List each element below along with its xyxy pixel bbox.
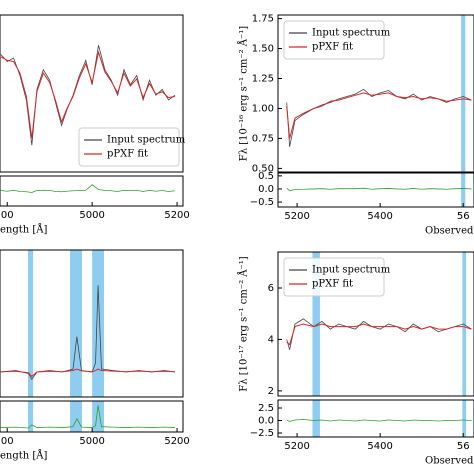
y-tick-label: 0.75 bbox=[252, 133, 274, 144]
x-tick-label: 00 bbox=[1, 210, 14, 221]
masked-band bbox=[462, 252, 467, 396]
x-axis-label: ength [Å] bbox=[0, 450, 48, 462]
spectrum-line bbox=[286, 419, 472, 422]
masked-band bbox=[462, 400, 467, 437]
y-tick-label: 4 bbox=[268, 334, 274, 345]
axes-frame bbox=[277, 251, 474, 397]
legend-box bbox=[283, 20, 385, 60]
y-tick-label: 2.5 bbox=[258, 403, 274, 414]
y-tick-label: 1.00 bbox=[252, 103, 274, 114]
masked-band bbox=[461, 15, 466, 172]
spectrum-line bbox=[0, 368, 175, 378]
masked-band bbox=[70, 250, 82, 397]
legend-label: pPXF fit bbox=[107, 149, 148, 160]
masked-band bbox=[28, 401, 34, 432]
legend-box bbox=[78, 127, 180, 167]
y-tick-label: −0.5 bbox=[250, 197, 274, 208]
y-axis-label: Fλ [10⁻¹⁶ erg s⁻¹ cm⁻² Å⁻¹] bbox=[238, 26, 250, 161]
x-tick-label: 5400 bbox=[367, 441, 392, 452]
masked-band bbox=[70, 401, 82, 432]
spectrum-line bbox=[286, 88, 472, 147]
masked-band bbox=[461, 173, 466, 207]
plot-area bbox=[0, 401, 175, 432]
masked-band bbox=[312, 252, 320, 396]
axes-frame bbox=[277, 14, 474, 173]
spectrum-line bbox=[286, 92, 472, 139]
spectrum-line bbox=[0, 405, 175, 429]
axes-frame bbox=[0, 400, 184, 433]
axes-frame bbox=[0, 14, 184, 173]
legend-label: Input spectrum bbox=[312, 265, 391, 276]
spectrum-line bbox=[0, 184, 175, 193]
masked-band bbox=[92, 401, 105, 432]
x-tick-label: 5200 bbox=[164, 436, 189, 447]
plot-area bbox=[286, 173, 472, 207]
x-tick-label: 00 bbox=[1, 436, 14, 447]
spectrum-line bbox=[286, 318, 472, 350]
legend-label: pPXF fit bbox=[312, 279, 353, 290]
y-tick-label: 0.50 bbox=[252, 163, 274, 174]
y-tick-label: 0.0 bbox=[258, 184, 274, 195]
x-axis-label: ength [Å] bbox=[0, 224, 48, 236]
x-tick-label: 5000 bbox=[79, 436, 104, 447]
x-tick-label: 56 bbox=[457, 441, 470, 452]
legend-label: pPXF fit bbox=[312, 42, 353, 53]
plot-area bbox=[0, 45, 176, 146]
y-tick-label: 1.25 bbox=[252, 74, 274, 85]
y-tick-label: 1.50 bbox=[252, 44, 274, 55]
y-tick-label: 0.0 bbox=[258, 416, 274, 427]
x-tick-label: 5200 bbox=[164, 210, 189, 221]
axes-frame bbox=[277, 399, 474, 438]
y-tick-label: 0.5 bbox=[258, 171, 274, 182]
y-tick-label: 2 bbox=[268, 386, 274, 397]
x-tick-label: 56 bbox=[457, 211, 470, 222]
y-tick-label: −2.5 bbox=[250, 428, 274, 439]
y-tick-label: 6 bbox=[268, 283, 274, 294]
x-tick-label: 5200 bbox=[284, 441, 309, 452]
spectrum-line bbox=[286, 323, 472, 346]
masked-band bbox=[312, 400, 320, 437]
spectrum-line bbox=[286, 187, 472, 192]
axes-frame bbox=[0, 175, 184, 207]
x-tick-label: 5200 bbox=[284, 211, 309, 222]
x-tick-label: 5400 bbox=[367, 211, 392, 222]
plot-area bbox=[0, 184, 175, 193]
plot-area bbox=[286, 400, 472, 437]
masked-band bbox=[92, 250, 105, 397]
plot-area bbox=[286, 252, 472, 396]
axes-frame bbox=[277, 172, 474, 208]
spectrum-line bbox=[0, 50, 176, 139]
legend-label: Input spectrum bbox=[312, 28, 391, 39]
masked-band bbox=[28, 250, 34, 397]
legend-box bbox=[283, 257, 385, 297]
x-axis-label: Observed bbox=[425, 456, 474, 467]
x-axis-label: Observed bbox=[425, 226, 474, 237]
plot-area bbox=[0, 250, 175, 397]
x-tick-label: 5000 bbox=[79, 210, 104, 221]
y-tick-label: 1.75 bbox=[252, 14, 274, 25]
plot-area bbox=[286, 15, 472, 172]
legend-label: Input spectrum bbox=[107, 135, 186, 146]
y-axis-label: Fλ [10⁻¹⁷ erg s⁻¹ cm⁻² Å⁻¹] bbox=[238, 256, 250, 391]
axes-frame bbox=[0, 249, 184, 398]
spectrum-line bbox=[0, 285, 175, 381]
